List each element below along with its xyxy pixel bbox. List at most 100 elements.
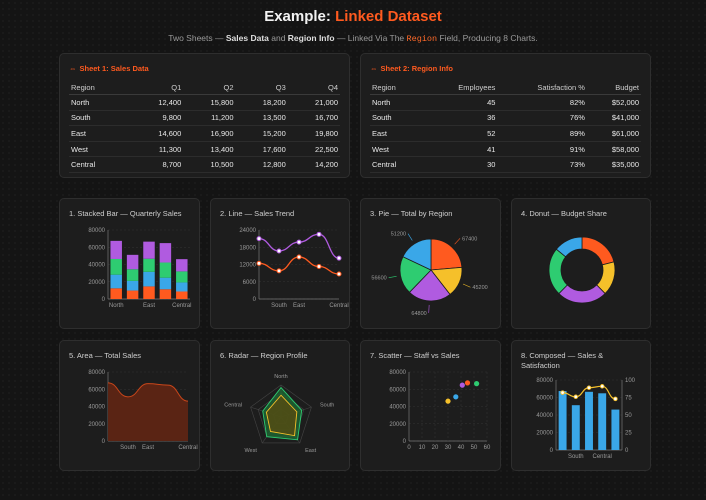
table-cell: 22,500 [287,141,340,158]
y-tick-label: 0 [550,448,554,454]
line-chart: 24000 18000 12000 6000 0 South East Central [239,228,348,309]
table-cell: $58,000 [586,141,641,158]
slice-label: 64800 [411,311,426,317]
radar-axis-label: North [274,374,287,380]
table-row[interactable]: East 52 89% $61,000 [370,125,641,142]
sheet1-card: ⇔ Sheet 1: Sales Data Region Q1 Q2 Q3 Q4 … [59,53,350,178]
column-header[interactable]: Q4 [287,80,340,95]
column-header[interactable]: Employees [426,80,498,95]
table-cell: North [370,94,426,111]
x-tick-label: Central [172,303,191,309]
table-cell: 19,800 [287,125,340,142]
table-cell: 13,500 [235,110,288,127]
table-cell: South [69,110,131,127]
table-row[interactable]: West 41 91% $58,000 [370,141,641,158]
y-tick-label: 80000 [389,370,406,376]
column-header[interactable]: Q1 [131,80,184,95]
page-subtitle: Two Sheets — Sales Data and Region Info … [168,33,538,44]
chart-card-line: 2. Line — Sales Trend 24000 18000 12000 600… [210,198,350,329]
series-line [258,256,340,275]
chart-title: 5. Area — Total Sales [69,351,141,360]
pie-slice [402,238,432,271]
table-cell: South [370,110,426,127]
bar-segment [159,289,172,299]
table-cell: 14,600 [131,125,184,142]
table-cell: 16,700 [287,110,340,127]
y-tick-label: 20000 [88,280,105,286]
table-row[interactable]: Central 8,700 10,500 12,800 14,200 [69,156,340,173]
column-header[interactable]: Satisfaction % [497,80,587,95]
bar-segment [176,291,188,299]
table-cell: 9,800 [131,110,184,127]
y-tick-label: 0 [102,297,106,303]
radar-axis-label: South [320,402,334,408]
data-point [296,239,302,245]
bar-segment [126,290,139,299]
data-point [296,254,302,260]
slice-label: 56600 [371,276,386,282]
table-row[interactable]: Central 30 73% $35,000 [370,156,641,173]
y-tick-label: 0 [253,297,257,303]
column-header[interactable]: Q3 [235,80,288,95]
radar-chart: North South East West Central [224,374,334,454]
sheet2-card: ⇔ Sheet 2: Region Info Region Employees S… [360,53,651,178]
pie-chart: 67400 45200 64800 56600 51200 [371,232,487,317]
bar-segment [143,271,155,287]
x-tick-label: Central [593,454,612,460]
bar-segment [126,254,139,270]
table-row[interactable]: North 45 82% $52,000 [370,94,641,111]
chart-title: 8. Composed — Sales & Satisfaction [521,351,604,370]
column-header[interactable]: Region [370,80,426,95]
y2-tick-label: 25 [625,431,632,437]
table-row[interactable]: North 12,400 15,800 18,200 21,000 [69,94,340,111]
table-row[interactable]: West 11,300 13,400 17,600 22,500 [69,141,340,158]
table-cell: 11,300 [131,141,184,158]
radar-series [265,394,298,437]
sheet1-title: ⇔ Sheet 1: Sales Data [69,64,149,73]
table-cell: North [69,94,131,111]
chart-title: 4. Donut — Budget Share [521,209,607,218]
y-tick-label: 60000 [88,245,105,251]
y2-tick-label: 75 [625,396,632,402]
table-cell: 82% [497,94,587,111]
x-tick-label: 0 [407,445,411,451]
bar-segment [143,241,155,259]
y-tick-label: 40000 [536,413,553,419]
table-row[interactable]: South 36 76% $41,000 [370,110,641,127]
column-header[interactable]: Region [69,80,131,95]
sheet2-table: Region Employees Satisfaction % Budget N… [370,80,641,173]
y-tick-label: 18000 [239,245,256,251]
x-tick-label: 60 [484,445,491,451]
bar-segment [126,269,139,281]
data-point [256,260,262,266]
y2-tick-label: 100 [625,378,636,384]
sheet1-table: Region Q1 Q2 Q3 Q4 North 12,400 15,800 18,2… [69,80,340,173]
link-icon: ⇔ [370,64,378,73]
table-cell: 36 [426,110,498,127]
x-tick-label: North [109,303,124,309]
table-cell: 17,600 [235,141,288,158]
slice-label: 51200 [391,232,406,238]
table-cell: 13,400 [183,141,236,158]
y-tick-label: 12000 [239,263,256,269]
table-cell: Central [69,156,131,173]
chart-card-area: 5. Area — Total Sales 80000 60000 40000 200… [59,340,200,471]
y-tick-label: 80000 [88,228,105,234]
y-tick-label: 80000 [88,370,105,376]
scatter-point [453,394,459,400]
table-row[interactable]: South 9,800 11,200 13,500 16,700 [69,110,340,127]
data-point [256,236,262,242]
column-header[interactable]: Q2 [183,80,236,95]
table-cell: 14,200 [287,156,340,173]
column-header[interactable]: Budget [586,80,641,95]
donut-slice [558,284,606,304]
y-tick-label: 6000 [243,280,257,286]
pie-slice [408,269,451,302]
bar-segment [176,282,188,292]
pie-slice [399,256,432,293]
data-point [336,255,342,261]
x-tick-label: Central [178,445,197,451]
bar [598,393,607,450]
table-row[interactable]: East 14,600 16,900 15,200 19,800 [69,125,340,142]
bar [558,391,567,450]
